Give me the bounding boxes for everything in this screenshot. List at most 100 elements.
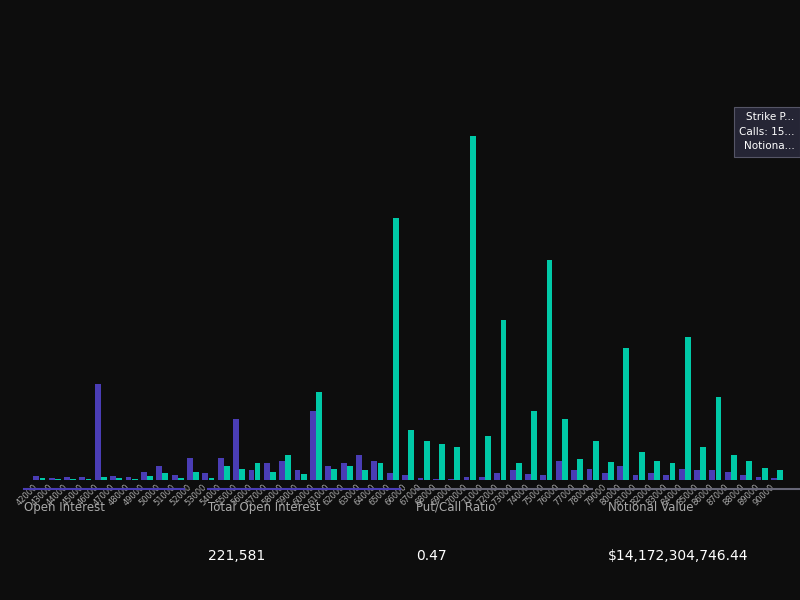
Bar (740, 475, 746, 480)
Bar (694, 470, 700, 480)
Bar (525, 475, 531, 480)
Bar (571, 470, 577, 480)
Bar (439, 444, 445, 480)
Bar (663, 475, 670, 480)
Bar (70, 479, 76, 480)
Bar (623, 348, 630, 480)
Bar (316, 392, 322, 480)
Bar (633, 475, 638, 480)
Bar (755, 477, 762, 480)
Bar (418, 478, 423, 480)
Bar (264, 463, 270, 480)
Bar (448, 479, 454, 480)
Text: 221,581: 221,581 (208, 549, 266, 563)
Bar (341, 463, 346, 480)
Bar (541, 475, 546, 480)
Bar (654, 461, 660, 480)
Text: Put/Call Ratio: Put/Call Ratio (416, 501, 495, 514)
Bar (386, 473, 393, 480)
Bar (193, 472, 199, 480)
Bar (49, 478, 54, 480)
Bar (218, 458, 224, 480)
Bar (371, 461, 378, 480)
Bar (162, 473, 168, 480)
Bar (402, 475, 408, 480)
Bar (254, 463, 261, 480)
Bar (531, 411, 537, 480)
Bar (209, 478, 214, 480)
Text: Total Open Interest: Total Open Interest (208, 501, 321, 514)
Text: Open Interest: Open Interest (24, 501, 105, 514)
Text: $14,172,304,746.44: $14,172,304,746.44 (608, 549, 749, 563)
Bar (494, 473, 500, 480)
Bar (64, 477, 70, 480)
Bar (347, 466, 353, 480)
Bar (608, 462, 614, 480)
Bar (639, 452, 645, 480)
Bar (101, 476, 107, 480)
Bar (224, 466, 230, 480)
Bar (79, 476, 86, 480)
Bar (578, 460, 583, 480)
Bar (501, 320, 506, 480)
Bar (301, 475, 306, 480)
Bar (110, 476, 116, 480)
Bar (279, 461, 285, 480)
Bar (424, 442, 430, 480)
Bar (202, 473, 208, 480)
Bar (433, 479, 438, 480)
Bar (464, 476, 470, 480)
Bar (516, 463, 522, 480)
Bar (725, 472, 730, 480)
Bar (546, 260, 553, 480)
Bar (141, 472, 146, 480)
Bar (270, 472, 276, 480)
Bar (586, 469, 593, 480)
Bar (362, 470, 368, 480)
Bar (485, 436, 491, 480)
Bar (356, 455, 362, 480)
Bar (147, 476, 153, 480)
Bar (86, 479, 91, 480)
Bar (172, 475, 178, 480)
Bar (393, 218, 398, 480)
Bar (777, 470, 783, 480)
Bar (731, 455, 737, 480)
Bar (562, 419, 568, 480)
Bar (716, 397, 722, 480)
Bar (510, 470, 515, 480)
Bar (618, 466, 623, 480)
Bar (593, 442, 598, 480)
Bar (116, 478, 122, 480)
Bar (310, 411, 316, 480)
Bar (55, 479, 61, 480)
Text: Notional Value: Notional Value (608, 501, 694, 514)
Bar (700, 447, 706, 480)
Bar (454, 447, 460, 480)
Bar (762, 469, 767, 480)
Text: 0.47: 0.47 (416, 549, 446, 563)
Bar (326, 466, 331, 480)
Bar (470, 136, 476, 480)
Bar (239, 469, 245, 480)
Bar (685, 337, 690, 480)
Bar (156, 466, 162, 480)
Bar (126, 476, 131, 480)
Bar (39, 478, 46, 480)
Bar (95, 383, 101, 480)
Bar (378, 463, 383, 480)
Bar (602, 473, 608, 480)
Bar (771, 478, 777, 480)
Bar (187, 458, 193, 480)
Bar (479, 477, 485, 480)
Bar (670, 463, 675, 480)
Bar (132, 479, 138, 480)
Bar (233, 419, 239, 480)
Bar (648, 473, 654, 480)
Bar (34, 476, 39, 480)
Bar (286, 455, 291, 480)
Bar (249, 470, 254, 480)
Bar (331, 469, 338, 480)
Bar (746, 461, 752, 480)
Bar (408, 430, 414, 480)
